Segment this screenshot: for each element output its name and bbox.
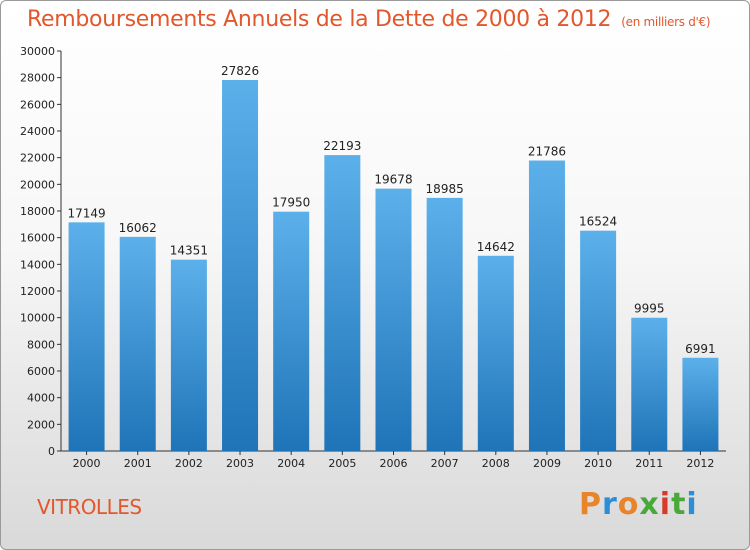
bar-2000[interactable]: [68, 222, 105, 451]
logo-letter: i: [659, 487, 672, 522]
value-label-2010: 16524: [579, 215, 617, 229]
y-tick-label: 28000: [20, 72, 55, 85]
logo-letter: r: [602, 487, 618, 522]
y-tick-label: 2000: [27, 418, 55, 431]
chart-subtitle: (en milliers d'€): [621, 15, 711, 29]
bar-2010[interactable]: [580, 230, 617, 451]
x-tick-label-2004: 2004: [277, 457, 305, 470]
y-tick-label: 30000: [20, 45, 55, 58]
value-label-2001: 16062: [119, 221, 157, 235]
bar-2002[interactable]: [170, 259, 207, 451]
value-label-2002: 14351: [170, 244, 208, 258]
y-tick-label: 0: [48, 445, 55, 458]
value-label-2003: 27826: [221, 64, 259, 78]
chart-title: Remboursements Annuels de la Dette de 20…: [27, 7, 711, 32]
value-label-2011: 9995: [634, 302, 665, 316]
x-tick-label-2006: 2006: [380, 457, 408, 470]
bar-2006[interactable]: [375, 188, 412, 452]
bar-2005[interactable]: [324, 155, 361, 452]
chart-title-text: Remboursements Annuels de la Dette de 20…: [27, 7, 612, 32]
bar-2008[interactable]: [477, 255, 514, 451]
y-tick-label: 24000: [20, 125, 55, 138]
bar-2004[interactable]: [273, 211, 310, 451]
y-tick-label: 8000: [27, 338, 55, 351]
bar-2011[interactable]: [631, 317, 668, 451]
y-tick-label: 12000: [20, 285, 55, 298]
x-tick-label-2008: 2008: [482, 457, 510, 470]
y-tick-label: 4000: [27, 392, 55, 405]
value-label-2006: 19678: [374, 173, 412, 187]
y-tick-label: 18000: [20, 205, 55, 218]
value-label-2000: 17149: [67, 206, 105, 220]
value-label-2009: 21786: [528, 145, 566, 159]
bar-2012[interactable]: [682, 357, 719, 451]
chart-bars: [68, 79, 719, 452]
value-label-2012: 6991: [685, 342, 716, 356]
x-tick-label-2005: 2005: [328, 457, 356, 470]
chart-axes: 0 2000 4000 6000 8000 10000 12000 14000 16000 180…: [20, 45, 726, 458]
x-tick-label-2003: 2003: [226, 457, 254, 470]
y-tick-label: 20000: [20, 178, 55, 191]
logo-letter: t: [671, 487, 687, 522]
y-tick-label: 16000: [20, 232, 55, 245]
city-name: VITROLLES: [37, 495, 142, 519]
x-tick-label-2009: 2009: [533, 457, 561, 470]
proxiti-logo[interactable]: Proxiti: [579, 487, 698, 522]
value-label-2007: 18985: [426, 182, 464, 196]
value-label-2008: 14642: [477, 240, 515, 254]
x-tick-label-2000: 2000: [73, 457, 101, 470]
logo-letter: P: [579, 487, 602, 522]
bar-2007[interactable]: [426, 197, 463, 451]
value-label-2005: 22193: [323, 139, 361, 153]
y-tick-label: 22000: [20, 152, 55, 165]
value-label-2004: 17950: [272, 196, 310, 210]
x-tick-label-2011: 2011: [635, 457, 663, 470]
y-tick-label: 6000: [27, 365, 55, 378]
bar-2001[interactable]: [119, 236, 156, 451]
bar-2003[interactable]: [222, 79, 259, 451]
x-tick-label-2002: 2002: [175, 457, 203, 470]
y-tick-label: 10000: [20, 312, 55, 325]
logo-letter: i: [686, 487, 698, 522]
bar-2009[interactable]: [528, 160, 565, 451]
x-tick-label-2010: 2010: [584, 457, 612, 470]
y-tick-label: 14000: [20, 258, 55, 271]
x-tick-label-2001: 2001: [124, 457, 152, 470]
logo-letter: o: [617, 487, 640, 522]
chart-labels: 2000 17149 2001 16062 2002 14351 2003 27826 2004…: [67, 64, 715, 470]
x-tick-label-2012: 2012: [686, 457, 714, 470]
y-tick-label: 26000: [20, 98, 55, 111]
logo-letter: x: [639, 487, 660, 522]
x-tick-label-2007: 2007: [431, 457, 459, 470]
